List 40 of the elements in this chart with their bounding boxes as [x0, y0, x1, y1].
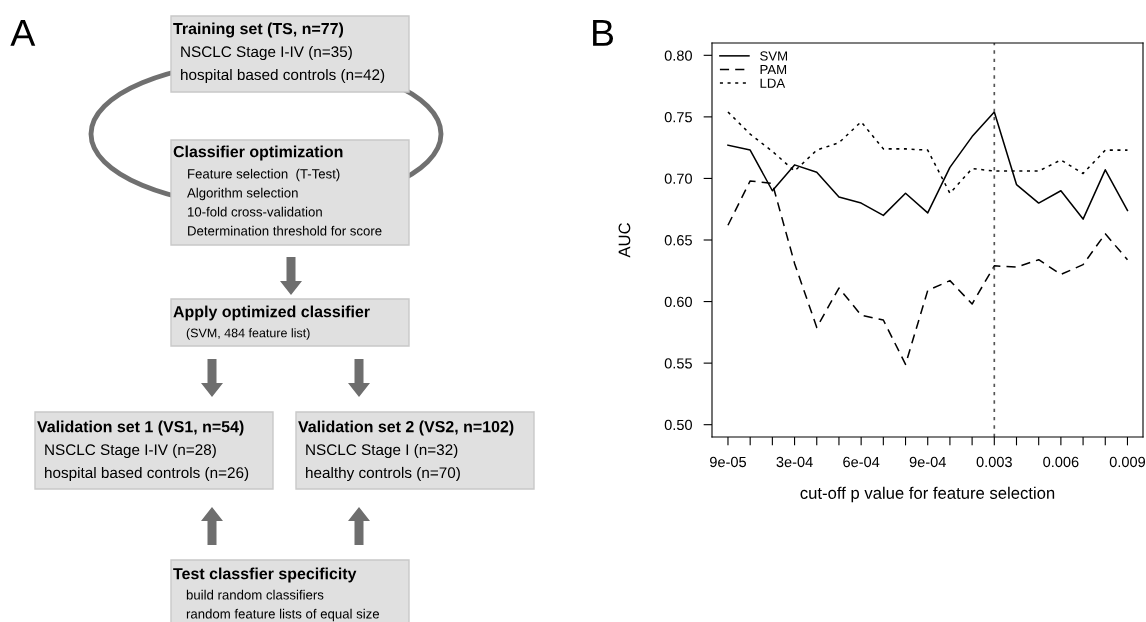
legend-label: PAM: [760, 65, 787, 75]
text: random feature lists of equal size: [186, 608, 380, 622]
text: NSCLC Stage I (n=32): [306, 443, 458, 459]
text: healthy controls (n=70): [306, 466, 460, 482]
text: Validation set 2 (VS2, n=102): [298, 420, 514, 436]
text: Algorithm selection: [187, 187, 298, 201]
x-tick-label: 9e-05: [710, 456, 747, 468]
text: Training set (TS, n=77): [173, 22, 344, 38]
x-tick-label: 9e-04: [909, 456, 946, 468]
text: (SVM, 484 feature list): [186, 328, 310, 340]
text: hospital based controls (n=26): [45, 466, 249, 482]
text: hospital based controls (n=42): [181, 68, 385, 84]
y-tick-label: 0.75: [664, 111, 692, 123]
y-tick-label: 0.70: [664, 173, 692, 184]
legend-label: SVM: [760, 51, 788, 61]
y-tick-label: 0.60: [664, 296, 692, 307]
text: Feature selection (T-Test): [188, 168, 340, 182]
x-tick-label: 0.009: [1109, 456, 1146, 468]
y-tick-label: 0.55: [664, 358, 692, 369]
y-tick-label: 0.80: [664, 50, 692, 61]
text: NSCLC Stage I-IV (n=35): [181, 45, 352, 61]
text: Apply optimized classifier: [173, 305, 370, 321]
text: build random classifiers: [186, 589, 324, 600]
text: Test classfier specificity: [173, 567, 357, 583]
x-tick-label: 6e-04: [843, 456, 880, 468]
x-axis-title: cut-off p value for feature selection: [800, 486, 1055, 503]
text: Classifier optimization: [173, 145, 343, 161]
text: A: [10, 20, 36, 46]
y-tick-label: 0.65: [664, 235, 692, 246]
x-tick-label: 3e-04: [776, 456, 813, 468]
text: Determination threshold for score: [188, 225, 382, 236]
x-tick-label: 0.003: [976, 456, 1012, 468]
chart-title: B: [593, 20, 614, 46]
text: NSCLC Stage I-IV (n=28): [45, 443, 216, 459]
legend-label: LDA: [760, 78, 786, 88]
y-axis-title: AUC: [618, 223, 631, 258]
text: 10-fold cross-validation: [188, 206, 322, 217]
y-tick-label: 0.50: [664, 419, 692, 431]
text: Validation set 1 (VS1, n=54): [37, 420, 244, 436]
x-tick-label: 0.006: [1043, 456, 1079, 468]
